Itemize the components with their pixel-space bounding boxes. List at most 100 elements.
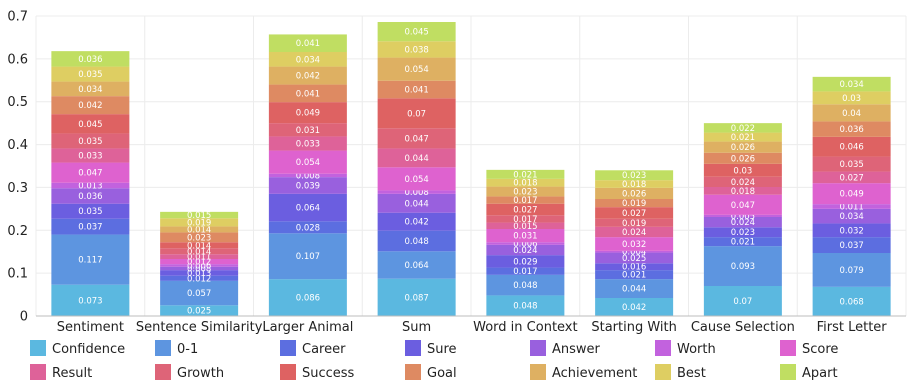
bar-segment [812, 253, 891, 287]
data-label: 0.012 [187, 258, 211, 268]
bar-segment [595, 270, 674, 280]
legend-entry: Confidence [52, 342, 125, 357]
data-label: 0.064 [296, 204, 320, 214]
data-label: 0.044 [622, 285, 646, 295]
bar-segment [377, 41, 456, 58]
bar-segment [812, 223, 891, 238]
bar-segment [160, 280, 239, 306]
data-label: 0.036 [78, 192, 102, 202]
legend-swatch [280, 340, 296, 356]
bar-segment [160, 232, 239, 243]
bar-segment [595, 199, 674, 208]
data-label: 0.006 [513, 240, 537, 250]
bar-segment [377, 193, 456, 213]
bar-segment [160, 305, 239, 316]
bar-segment [486, 196, 565, 204]
legend-entry: 0-1 [177, 342, 198, 357]
data-label: 0.033 [78, 152, 102, 162]
legend-swatch [655, 340, 671, 356]
bar-segment [51, 81, 130, 97]
data-label: 0.042 [622, 303, 646, 313]
y-tick-label: 0.5 [7, 95, 28, 110]
legend-entry: Goal [427, 366, 457, 381]
bar-segment [268, 150, 347, 174]
legend-entry: Success [302, 366, 355, 381]
data-label: 0.034 [296, 55, 320, 65]
data-label: 0.031 [296, 126, 320, 136]
bar-segment [812, 104, 891, 122]
bar-segment [703, 152, 782, 164]
bar-segment [377, 80, 456, 99]
data-label: 0.044 [404, 154, 428, 164]
data-label: 0.048 [513, 302, 537, 312]
data-label: 0.016 [622, 263, 646, 273]
legend-entry: Worth [677, 342, 716, 357]
data-label: 0.004 [622, 248, 646, 258]
data-label: 0.045 [404, 28, 428, 38]
bar-segment [703, 187, 782, 195]
data-label: 0.005 [731, 212, 755, 222]
data-label: 0.017 [513, 215, 537, 225]
bar-segment [268, 279, 347, 316]
data-label: 0.008 [187, 264, 211, 274]
bar-segment [160, 248, 239, 255]
bar-segment [377, 22, 456, 42]
data-label: 0.014 [187, 247, 211, 257]
legend-swatch [530, 340, 546, 356]
bar-segment [51, 188, 130, 204]
bar-segment [377, 230, 456, 252]
bar-segment [377, 190, 456, 194]
bar-segment [703, 227, 782, 238]
legend-entry: Answer [552, 342, 601, 357]
data-label: 0.037 [839, 241, 863, 251]
data-label: 0.037 [78, 223, 102, 233]
bar-segment [703, 194, 782, 215]
data-label: 0.073 [78, 296, 102, 306]
bar-segment [595, 250, 674, 253]
data-label: 0.008 [296, 171, 320, 181]
data-label: 0.017 [513, 267, 537, 277]
bar-segment [268, 34, 347, 52]
bar-segment [377, 251, 456, 279]
bar-segment [51, 96, 130, 115]
y-tick-label: 0.1 [7, 267, 28, 282]
bar-segment [595, 218, 674, 227]
data-label: 0.047 [78, 169, 102, 179]
x-tick-label: Word in Context [473, 320, 577, 335]
data-label: 0.107 [296, 252, 320, 262]
bar-segment [160, 242, 239, 249]
legend-entry: Best [677, 366, 706, 381]
legend-entry: Career [302, 342, 346, 357]
data-label: 0.079 [839, 266, 863, 276]
x-tick-label: Sentence Similarity [136, 320, 263, 335]
data-label: 0.068 [839, 297, 863, 307]
data-label: 0.011 [839, 203, 863, 213]
legend-swatch [655, 364, 671, 380]
data-label: 0.013 [78, 182, 102, 192]
legend-swatch [155, 364, 171, 380]
legend-swatch [30, 364, 46, 380]
data-label: 0.025 [622, 254, 646, 264]
bar-segment [51, 234, 130, 285]
bars: 0.0730.1170.0370.0350.0360.0130.0470.033… [51, 22, 891, 317]
y-tick-label: 0.3 [7, 181, 28, 196]
data-label: 0.014 [187, 241, 211, 251]
bar-segment [51, 66, 130, 82]
data-label: 0.017 [513, 196, 537, 206]
data-label: 0.049 [296, 109, 320, 119]
data-label: 0.018 [513, 179, 537, 189]
data-label: 0.034 [78, 85, 102, 95]
data-label: 0.008 [404, 188, 428, 198]
data-label: 0.023 [622, 171, 646, 181]
bar-segment [812, 136, 891, 157]
data-label: 0.036 [78, 55, 102, 65]
bar-segment [703, 123, 782, 133]
bar-segment [595, 237, 674, 251]
legend-swatch [530, 364, 546, 380]
data-label: 0.015 [513, 222, 537, 232]
bar-segment [377, 98, 456, 129]
data-label: 0.046 [839, 143, 863, 153]
data-label: 0.027 [622, 209, 646, 219]
bar-segment [51, 284, 130, 316]
